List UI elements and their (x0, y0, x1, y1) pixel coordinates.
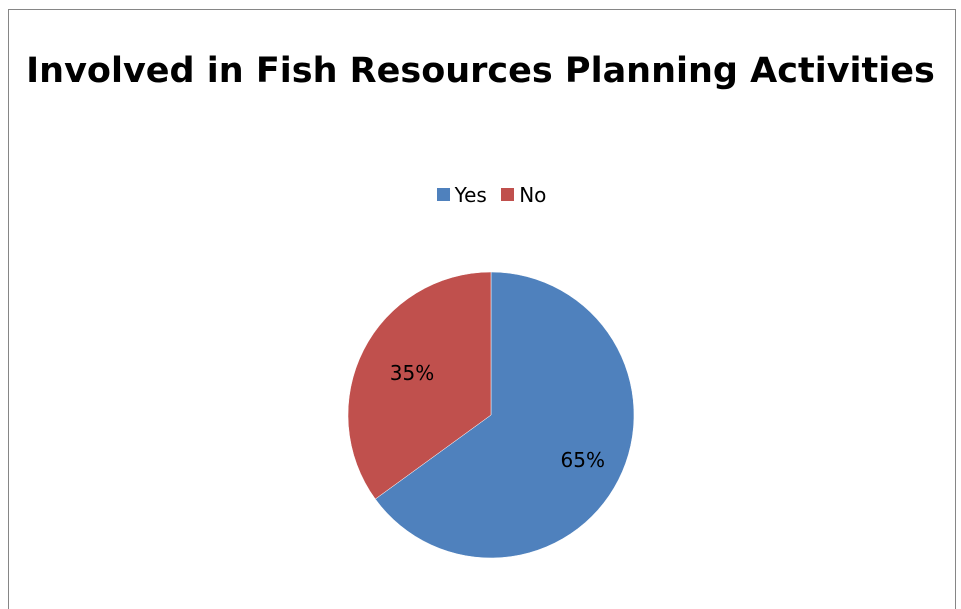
legend-label-yes: Yes (454, 182, 487, 207)
chart-title: Involved in Fish Resources Planning Acti… (26, 51, 935, 91)
data-label-yes: 65% (561, 448, 605, 472)
legend-label-no: No (519, 182, 547, 207)
legend-item-no: No (501, 183, 546, 207)
pie-slice-yes (374, 271, 635, 559)
pie-slice-no (347, 271, 492, 500)
legend-item-yes: Yes (436, 182, 487, 207)
chart-legend: Yes No (0, 182, 961, 207)
legend-swatch-yes (436, 188, 450, 201)
data-label-no: 35% (390, 361, 434, 385)
legend-swatch-no (501, 188, 515, 201)
